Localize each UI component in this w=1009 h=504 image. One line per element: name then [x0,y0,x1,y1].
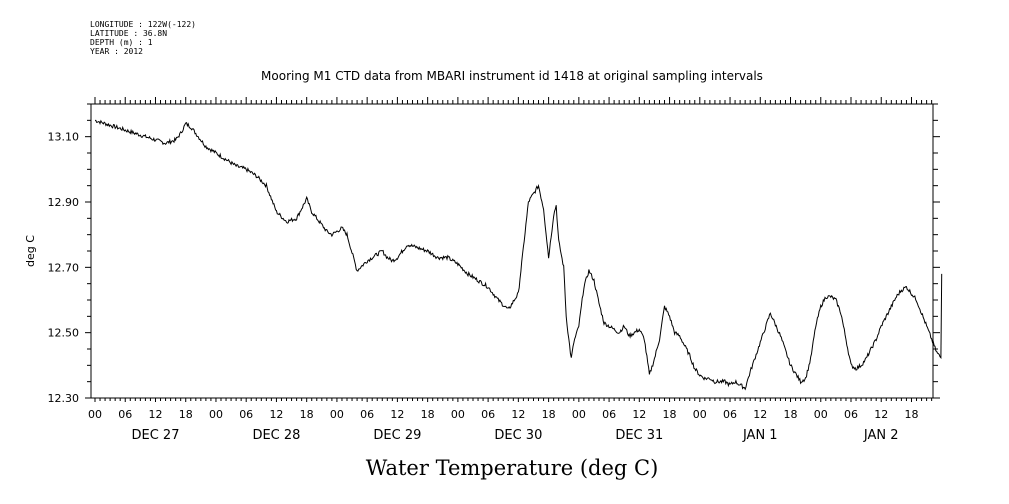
x-hour-tick-label: 18 [542,408,556,421]
latitude-label: LATITUDE : 36.8N [90,29,168,38]
x-hour-tick-label: 06 [239,408,253,421]
y-tick-label: 12.50 [48,327,80,340]
chart-title: Mooring M1 CTD data from MBARI instrumen… [261,69,763,83]
x-hour-tick-label: 12 [632,408,646,421]
y-tick-label: 12.30 [48,392,80,405]
x-hour-tick-label: 00 [209,408,223,421]
plot-frame [90,103,934,399]
x-hour-tick-label: 00 [572,408,586,421]
series-line-water-temperature [95,119,943,391]
x-day-label: JAN 1 [742,428,778,443]
x-hour-tick-label: 18 [421,408,435,421]
y-tick-label: 13.10 [48,131,80,144]
x-hour-tick-label: 12 [269,408,283,421]
x-hour-tick-label: 18 [904,408,918,421]
x-hour-tick-label: 00 [814,408,828,421]
x-hour-tick-label: 12 [148,408,162,421]
longitude-label: LONGITUDE : 122W(-122) [90,20,196,29]
x-day-label: DEC 31 [615,428,663,443]
x-hour-tick-label: 00 [693,408,707,421]
x-hour-tick-label: 18 [784,408,798,421]
x-day-label: DEC 29 [373,428,421,443]
x-hour-tick-label: 06 [602,408,616,421]
y-tick-label: 12.70 [48,261,80,274]
x-hour-tick-label: 06 [723,408,737,421]
x-hour-tick-label: 00 [88,408,102,421]
year-label: YEAR : 2012 [90,47,143,56]
axes: 00 06 12 18 00 06 12 18 00 06 12 18 00 06 12 18 00 06 12 18… [48,97,940,443]
x-axis-label: Water Temperature (deg C) [366,456,659,480]
x-hour-tick-label: 12 [511,408,525,421]
x-day-label: DEC 28 [252,428,300,443]
x-hour-tick-label: 06 [118,408,132,421]
x-hour-tick-label: 12 [390,408,404,421]
x-hour-tick-label: 06 [360,408,374,421]
x-hour-tick-label: 12 [874,408,888,421]
x-hour-tick-label: 12 [753,408,767,421]
x-hour-tick-label: 18 [663,408,677,421]
x-hour-tick-label: 00 [330,408,344,421]
x-hour-tick-label: 06 [481,408,495,421]
x-hour-tick-label: 00 [451,408,465,421]
x-day-label: JAN 2 [863,428,899,443]
y-tick-label: 12.90 [48,196,80,209]
x-hour-tick-label: 06 [844,408,858,421]
x-day-label: DEC 27 [131,428,179,443]
x-hour-tick-label: 18 [300,408,314,421]
x-hour-tick-label: 18 [179,408,193,421]
y-axis-label: deg C [24,235,37,267]
depth-label: DEPTH (m) : 1 [90,38,153,47]
x-day-label: DEC 30 [494,428,542,443]
metadata-block: LONGITUDE : 122W(-122) LATITUDE : 36.8N … [90,20,196,56]
